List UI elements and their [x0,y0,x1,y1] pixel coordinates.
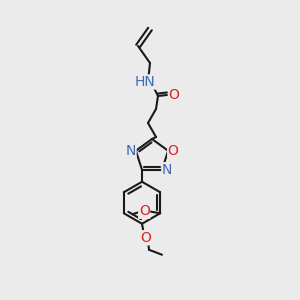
Text: O: O [141,231,152,245]
Text: N: N [126,144,136,158]
Text: O: O [139,204,150,218]
Text: HN: HN [135,75,155,89]
Text: N: N [162,163,172,177]
Text: O: O [169,88,179,102]
Text: O: O [168,144,178,158]
